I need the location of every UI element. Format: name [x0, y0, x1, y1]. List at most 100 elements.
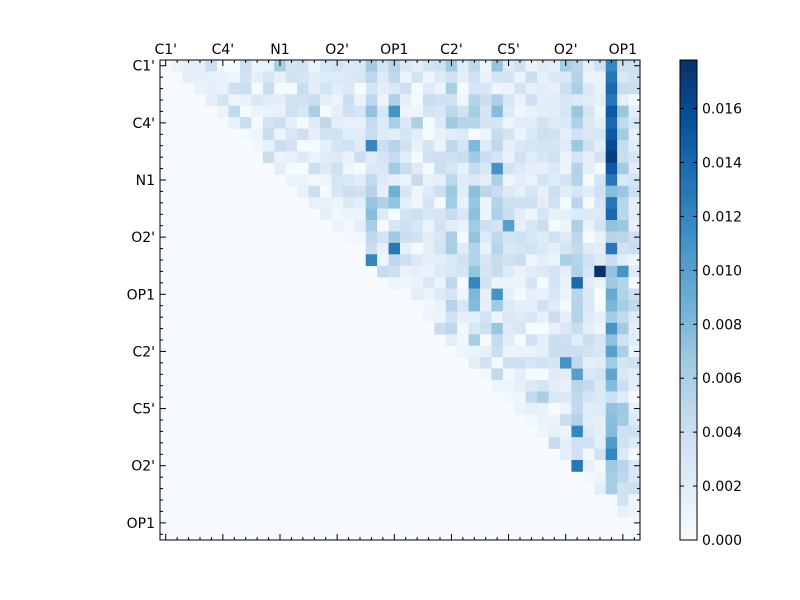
heatmap-cell [388, 151, 401, 164]
heatmap-cell [582, 368, 595, 381]
heatmap-cell [274, 151, 287, 164]
heatmap-cell [571, 82, 584, 95]
heatmap-cell [205, 60, 218, 72]
heatmap-cell [560, 265, 572, 278]
heatmap-cell [617, 151, 629, 164]
heatmap-cell [605, 128, 618, 141]
heatmap-cell [537, 425, 549, 438]
heatmap-cell [308, 105, 321, 118]
heatmap-cell [491, 174, 504, 187]
y-tick-label: O2' [131, 459, 155, 475]
heatmap-cell [502, 334, 515, 347]
heatmap-cell [617, 437, 629, 449]
heatmap-cell [262, 140, 275, 152]
heatmap-cell [594, 60, 607, 72]
heatmap-cell [525, 162, 538, 175]
heatmap-cell [514, 162, 527, 175]
heatmap-cell [457, 345, 469, 358]
heatmap-cell [377, 208, 389, 221]
heatmap-cell [582, 402, 595, 415]
heatmap-cell [537, 208, 549, 221]
heatmap-cell [582, 460, 595, 472]
heatmap-cell [605, 151, 618, 164]
heatmap-cell [594, 334, 607, 347]
heatmap-cell [537, 288, 549, 301]
heatmap-cell [605, 94, 618, 107]
heatmap-cell [594, 94, 607, 107]
heatmap-cell [525, 265, 538, 278]
heatmap-cell [491, 105, 504, 118]
heatmap-cell [365, 220, 378, 232]
heatmap-cell [457, 128, 469, 141]
heatmap-cell [445, 254, 458, 267]
heatmap-cell [594, 425, 607, 438]
heatmap-cell [411, 105, 424, 118]
colorbar [679, 59, 698, 541]
heatmap-cell [548, 380, 561, 392]
heatmap-cell [582, 288, 595, 301]
heatmap-cell [297, 94, 309, 107]
heatmap-cell [548, 345, 561, 358]
heatmap-cell [480, 368, 492, 381]
heatmap-cell [320, 208, 332, 221]
heatmap-cell [605, 414, 618, 427]
heatmap-cell [342, 128, 355, 141]
heatmap-cell [434, 322, 447, 335]
heatmap-cell [320, 60, 332, 72]
x-tick-label: N1 [270, 42, 289, 58]
heatmap-cell [502, 345, 515, 358]
heatmap-cell [480, 105, 492, 118]
heatmap-cell [582, 71, 595, 84]
heatmap-cell [571, 391, 584, 404]
heatmap-cell [537, 105, 549, 118]
heatmap-cell [537, 311, 549, 324]
heatmap-cell [400, 117, 412, 129]
heatmap-cell [525, 311, 538, 324]
heatmap-cell [468, 151, 481, 164]
heatmap-cell [285, 82, 298, 95]
heatmap-cell [388, 242, 401, 255]
heatmap-cell [342, 231, 355, 244]
heatmap-cell [320, 151, 332, 164]
heatmap-cell [594, 311, 607, 324]
heatmap-cell [320, 174, 332, 187]
heatmap-cell [594, 208, 607, 221]
heatmap-cell [582, 242, 595, 255]
heatmap-cell [605, 265, 618, 278]
heatmap-cell [560, 322, 572, 335]
heatmap-cell [571, 345, 584, 358]
heatmap-cell [457, 231, 469, 244]
heatmap-cell [560, 208, 572, 221]
heatmap-cell [308, 197, 321, 209]
heatmap-cell [468, 300, 481, 312]
heatmap-cell [285, 128, 298, 141]
heatmap-cell [354, 140, 367, 152]
heatmap-cell [274, 82, 287, 95]
heatmap-cell [525, 402, 538, 415]
heatmap-cell [537, 334, 549, 347]
heatmap-cell [217, 94, 229, 107]
heatmap-cell [468, 105, 481, 118]
heatmap-cell [377, 140, 389, 152]
heatmap-cell [628, 505, 641, 518]
heatmap-cell [274, 128, 287, 141]
heatmap-cell [514, 231, 527, 244]
heatmap-cell [617, 505, 629, 518]
heatmap-cell [571, 288, 584, 301]
heatmap-cell [514, 368, 527, 381]
heatmap-cell [605, 82, 618, 95]
heatmap-cell [514, 288, 527, 301]
heatmap-cell [560, 448, 572, 461]
heatmap-cell [182, 71, 195, 84]
heatmap-cell [537, 82, 549, 95]
heatmap-cell [445, 220, 458, 232]
heatmap-cell [400, 174, 412, 187]
heatmap-cell [525, 220, 538, 232]
heatmap-cell [560, 151, 572, 164]
heatmap-cell [457, 162, 469, 175]
heatmap-cell [491, 322, 504, 335]
heatmap-cell [354, 162, 367, 175]
heatmap-cell [594, 220, 607, 232]
heatmap-cell [457, 105, 469, 118]
